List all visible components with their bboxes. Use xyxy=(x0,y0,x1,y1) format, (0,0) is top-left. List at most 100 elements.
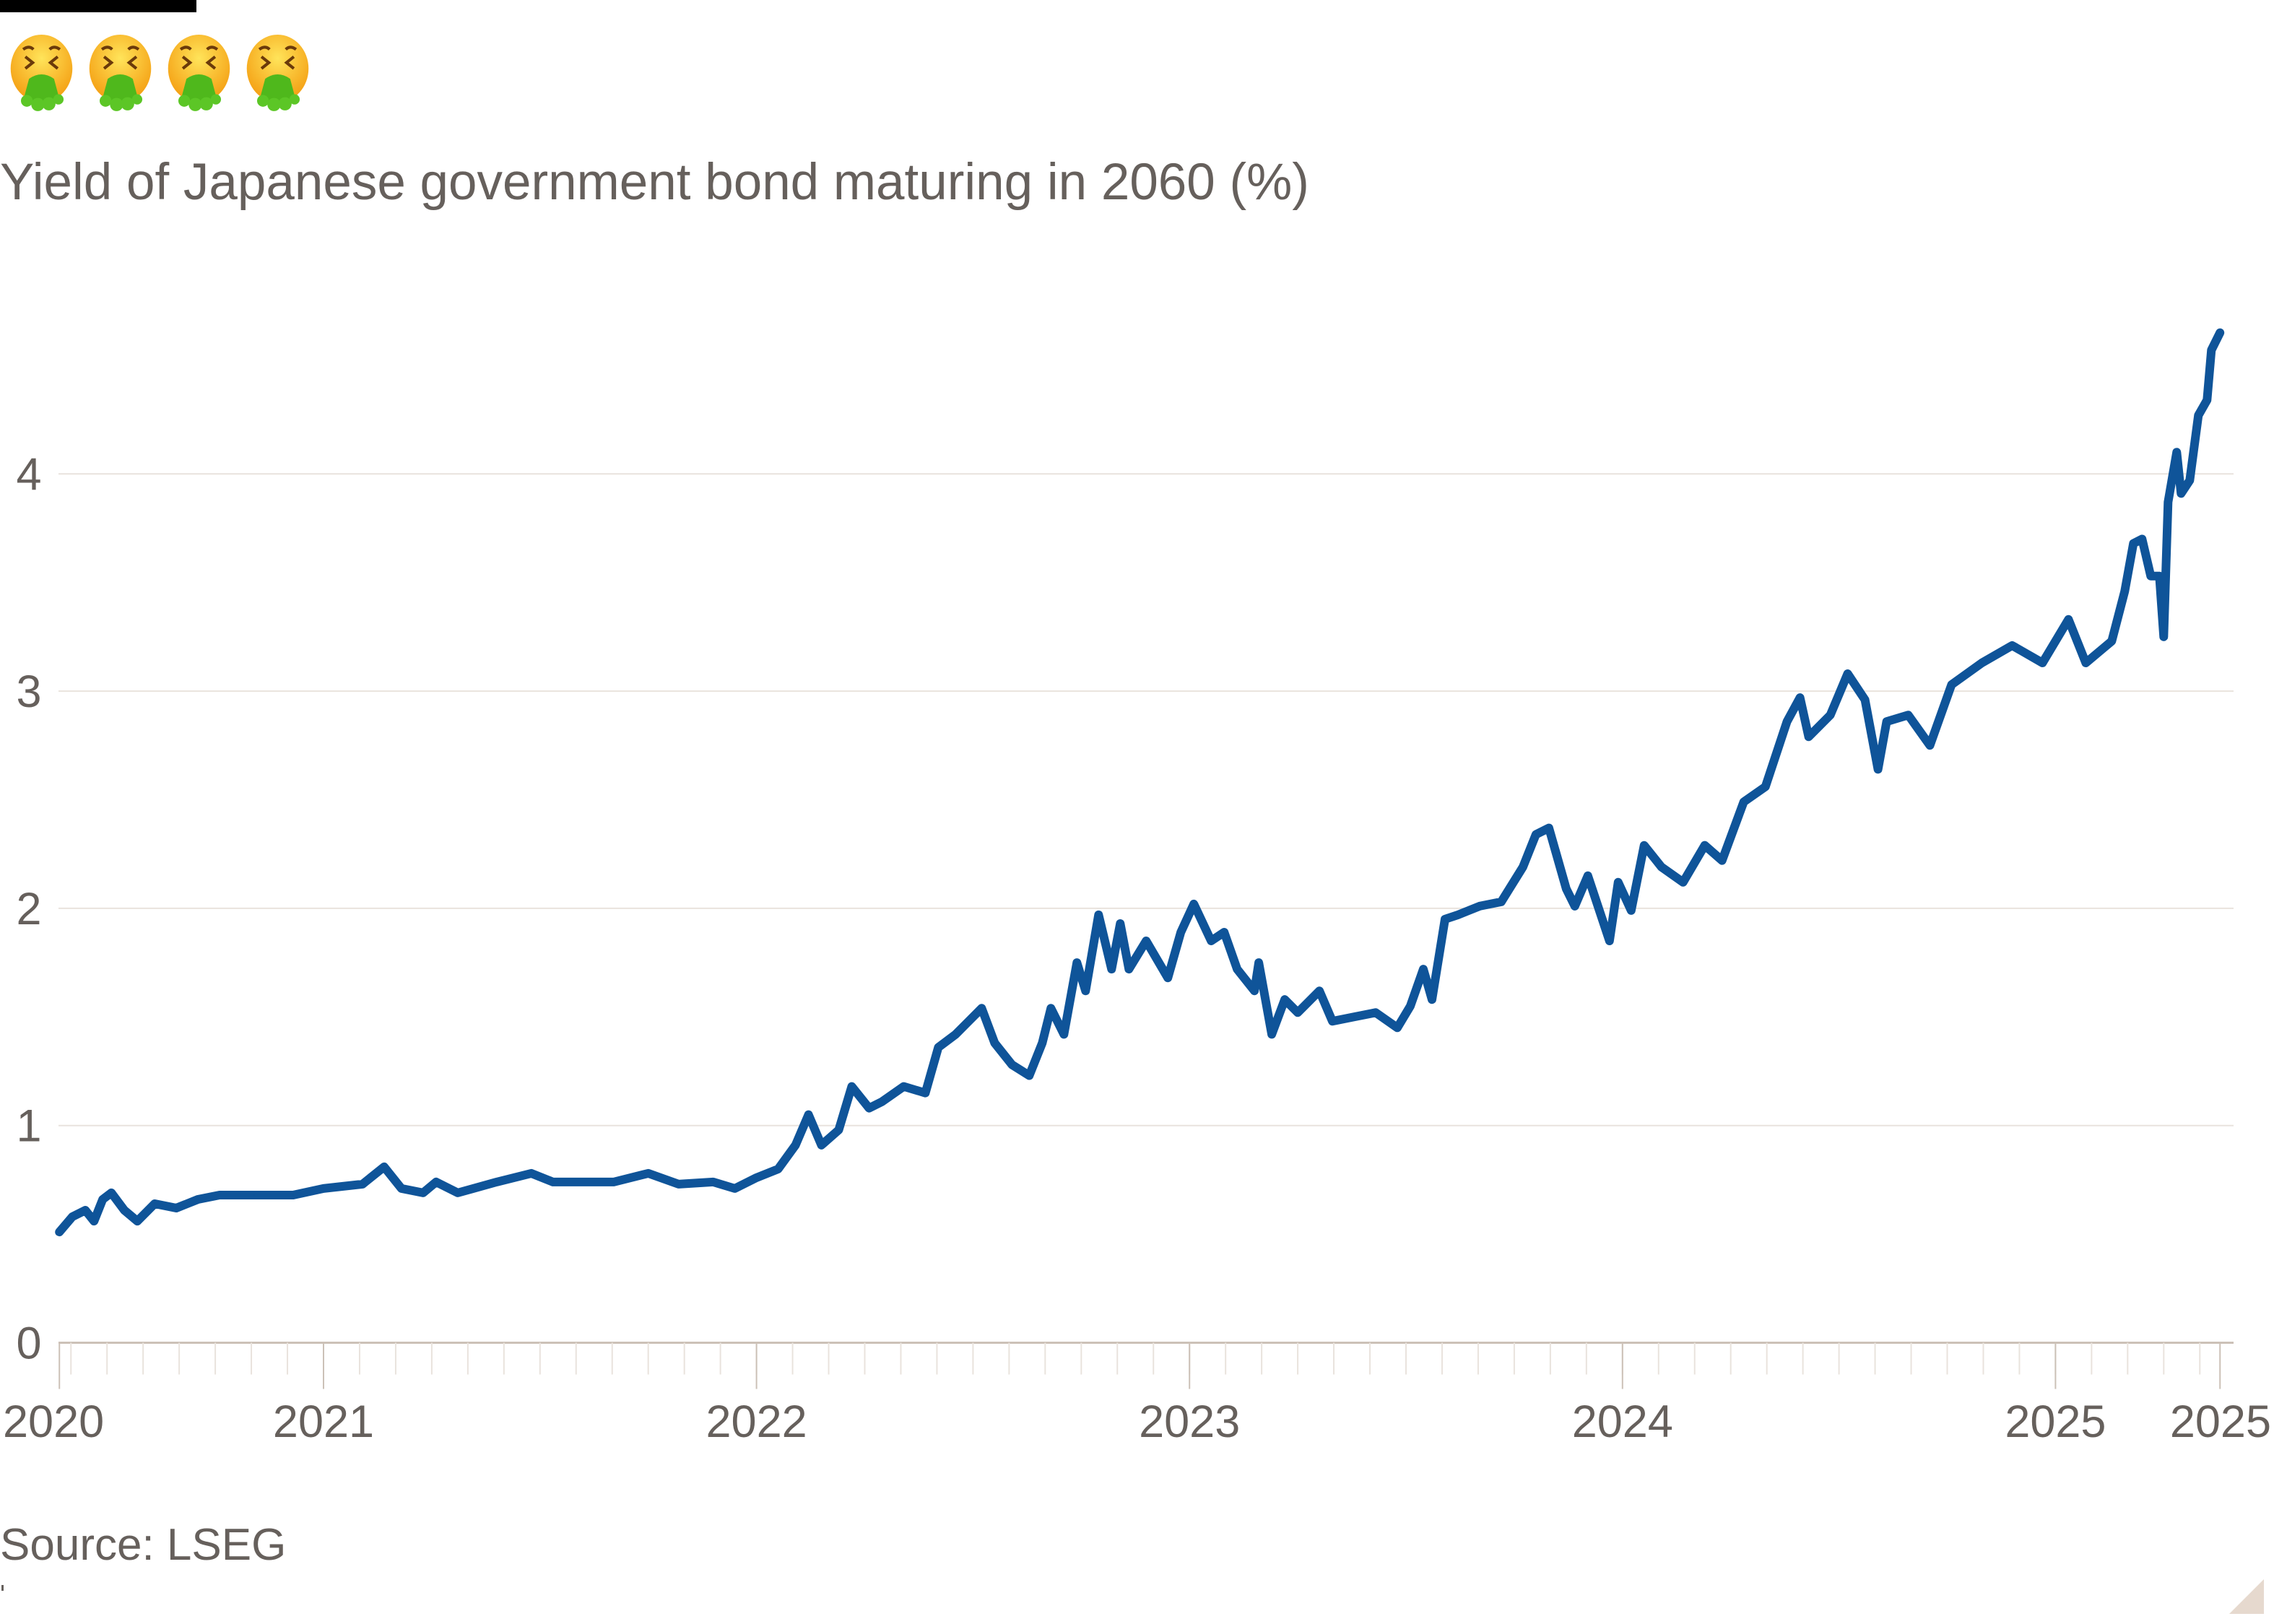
data-point xyxy=(2085,661,2087,664)
data-point xyxy=(1535,833,1537,835)
data-point xyxy=(552,1181,554,1183)
chart-title: Yield of Japanese government bond maturi… xyxy=(0,154,1309,211)
data-point xyxy=(981,1007,983,1009)
data-point xyxy=(1119,922,1121,924)
data-point xyxy=(2124,590,2126,592)
data-point xyxy=(400,1187,402,1189)
series-line-jgb-2060 xyxy=(55,328,2225,1237)
data-point xyxy=(820,1144,823,1146)
data-point xyxy=(794,1144,797,1146)
brand-bar xyxy=(0,0,196,12)
data-point xyxy=(1167,977,1169,979)
data-point xyxy=(937,1046,939,1048)
y-tick-label: 1 xyxy=(16,1101,41,1152)
data-point xyxy=(1254,990,1256,992)
data-point xyxy=(1111,968,1113,971)
data-point xyxy=(2210,349,2213,351)
x-tick-label: 2023 xyxy=(1139,1397,1240,1447)
data-point xyxy=(1050,1007,1052,1009)
y-tick-label: 2 xyxy=(16,884,41,934)
data-point xyxy=(1076,962,1078,964)
data-point xyxy=(1409,1005,1411,1007)
data-point xyxy=(219,1194,221,1196)
vomiting-face-icon xyxy=(10,35,73,111)
data-point xyxy=(495,1181,498,1183)
data-point xyxy=(1236,968,1238,971)
data-point xyxy=(1574,905,1576,907)
data-point xyxy=(1929,744,1931,747)
data-point xyxy=(1011,1064,1013,1066)
y-tick-label: 3 xyxy=(16,666,41,717)
data-point xyxy=(777,1168,779,1170)
data-point xyxy=(1098,913,1100,916)
data-point xyxy=(1743,801,1745,803)
data-point xyxy=(361,1183,363,1185)
data-point xyxy=(197,1198,199,1200)
data-point xyxy=(2163,635,2165,638)
data-point xyxy=(2189,479,2191,482)
data-point xyxy=(955,1033,957,1035)
data-point xyxy=(1128,968,1130,971)
x-tick-label: 2024 xyxy=(1572,1397,1673,1447)
data-point xyxy=(58,1231,61,1233)
data-point xyxy=(2132,542,2135,544)
data-point xyxy=(123,1210,126,1212)
data-point xyxy=(422,1191,424,1194)
data-point xyxy=(2150,575,2152,577)
data-point xyxy=(755,1176,758,1178)
vomiting-face-icon xyxy=(168,35,230,111)
series-layer xyxy=(55,328,2225,1237)
data-point xyxy=(292,1194,295,1196)
data-point xyxy=(1617,881,1619,883)
data-point xyxy=(924,1092,926,1094)
data-point xyxy=(1643,844,1645,846)
data-point xyxy=(154,1202,156,1204)
data-point xyxy=(1630,909,1632,911)
data-point xyxy=(1587,874,1589,877)
data-point xyxy=(1422,968,1424,971)
data-point xyxy=(1704,844,1706,846)
data-point xyxy=(868,1107,870,1109)
data-point xyxy=(1284,999,1286,1001)
data-point xyxy=(1799,697,1801,699)
data-point xyxy=(1258,962,1260,964)
data-point xyxy=(323,1187,324,1189)
data-point xyxy=(1950,684,1953,686)
data-point xyxy=(1907,714,1909,716)
data-point xyxy=(1548,827,1550,829)
source-note: Source: LSEG xyxy=(0,1520,287,1570)
data-point xyxy=(1829,714,1831,716)
x-tick-label: 2025 xyxy=(2005,1397,2106,1447)
data-point xyxy=(734,1187,736,1189)
emoji-row xyxy=(4,33,315,114)
vomiting-face-icon xyxy=(246,35,309,111)
data-point xyxy=(647,1172,649,1174)
data-point xyxy=(851,1085,853,1087)
data-point xyxy=(2176,451,2178,453)
x-axis-ticks: 2020 2021 2022 2023 2024 2025 2025 xyxy=(3,1342,2271,1447)
data-point xyxy=(1608,940,1610,942)
data-point xyxy=(2141,538,2143,540)
data-point xyxy=(1786,721,1788,723)
data-point xyxy=(175,1207,178,1210)
data-point xyxy=(530,1172,532,1174)
data-point xyxy=(1565,887,1567,890)
data-point xyxy=(968,1020,970,1022)
data-point xyxy=(2167,501,2169,503)
data-point xyxy=(2206,399,2208,401)
vomiting-face-icon xyxy=(89,35,152,111)
gridlines xyxy=(58,473,2234,1344)
data-point xyxy=(1353,1016,1355,1018)
data-point xyxy=(2111,640,2113,642)
data-point xyxy=(2067,618,2070,620)
data-point xyxy=(1846,673,1849,675)
data-point xyxy=(253,1194,256,1196)
data-point xyxy=(383,1165,385,1168)
data-point xyxy=(1319,990,1321,992)
data-point xyxy=(1877,768,1879,770)
data-point xyxy=(2158,575,2161,577)
data-point xyxy=(1981,661,1983,664)
data-point xyxy=(712,1181,714,1183)
data-point xyxy=(807,1113,810,1116)
data-point xyxy=(1085,990,1087,992)
